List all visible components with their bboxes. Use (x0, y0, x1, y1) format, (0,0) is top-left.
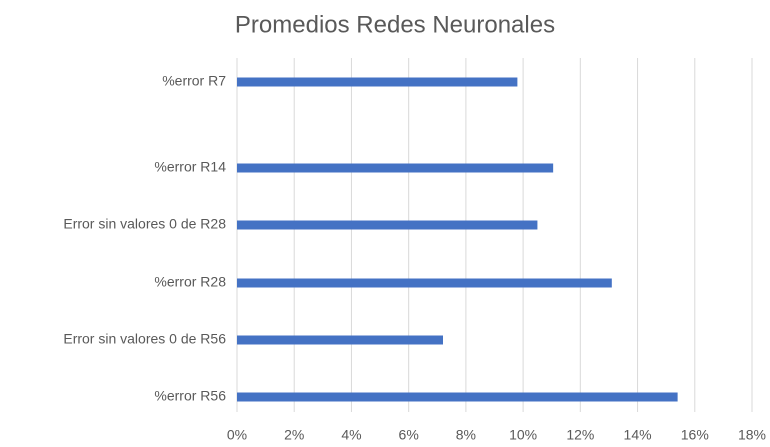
x-tick-label: 18% (738, 427, 766, 443)
bar (237, 335, 443, 345)
y-tick-label: %error R14 (154, 159, 226, 175)
x-tick-label: 0% (227, 427, 247, 443)
x-tick-label: 2% (284, 427, 304, 443)
x-tick-label: 4% (341, 427, 361, 443)
bar (237, 163, 554, 173)
y-tick-label: Error sin valores 0 de R28 (63, 216, 226, 232)
chart-title: Promedios Redes Neuronales (235, 11, 555, 38)
bar (237, 77, 518, 87)
x-tick-label: 8% (456, 427, 476, 443)
bar (237, 392, 678, 402)
y-tick-label: %error R7 (162, 73, 226, 89)
y-tick-label: %error R56 (154, 388, 226, 404)
y-tick-label: %error R28 (154, 274, 226, 290)
x-tick-label: 16% (681, 427, 709, 443)
bar (237, 220, 538, 230)
bar (237, 278, 612, 288)
x-tick-label: 14% (624, 427, 652, 443)
x-tick-label: 12% (566, 427, 594, 443)
x-tick-label: 10% (509, 427, 537, 443)
x-tick-label: 6% (399, 427, 419, 443)
y-tick-label: Error sin valores 0 de R56 (63, 331, 226, 347)
